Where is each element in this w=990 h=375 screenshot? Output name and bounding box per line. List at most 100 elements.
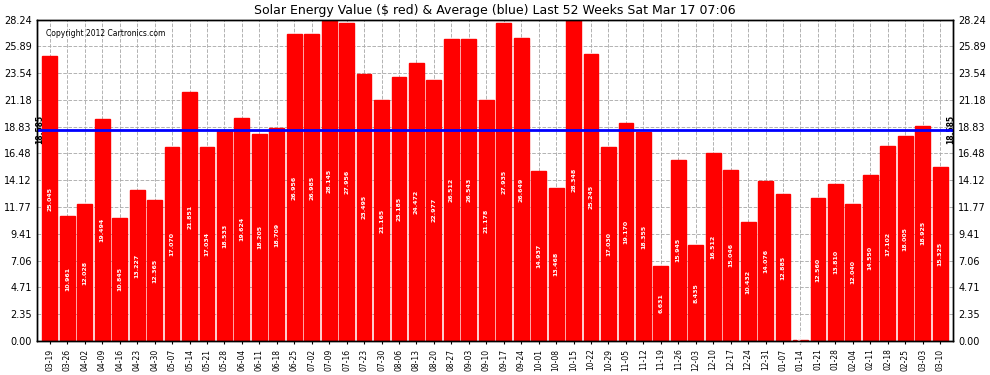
Text: 27.935: 27.935 [501,170,506,194]
Bar [269,128,284,341]
Bar [532,171,546,341]
Text: 0.102: 0.102 [798,330,803,350]
Bar [566,18,581,341]
Bar [775,194,790,341]
Text: 18.585: 18.585 [946,115,955,144]
Bar [706,153,721,341]
Bar [148,200,162,341]
Text: 19.494: 19.494 [100,218,105,242]
Text: 17.030: 17.030 [606,232,611,256]
Bar [43,56,57,341]
Text: 17.102: 17.102 [885,232,890,256]
Bar [741,222,755,341]
Bar [863,176,878,341]
Text: 18.585: 18.585 [35,115,44,144]
Text: 18.709: 18.709 [274,222,279,247]
Bar [514,38,529,341]
Bar [235,118,249,341]
Text: 6.631: 6.631 [658,293,663,313]
Text: 23.185: 23.185 [396,197,402,221]
Bar [461,39,476,341]
Text: 18.533: 18.533 [222,224,227,248]
Text: 19.170: 19.170 [624,220,629,244]
Text: 17.034: 17.034 [205,232,210,256]
Title: Solar Energy Value ($ red) & Average (blue) Last 52 Weeks Sat Mar 17 07:06: Solar Energy Value ($ red) & Average (bl… [254,4,736,17]
Text: 26.543: 26.543 [466,178,471,202]
Text: 25.045: 25.045 [48,186,52,211]
Text: 26.512: 26.512 [448,178,453,202]
Text: 28.348: 28.348 [571,168,576,192]
Bar [392,77,407,341]
Bar [758,181,773,341]
Text: 24.472: 24.472 [414,190,419,214]
Bar [130,190,145,341]
Text: 15.945: 15.945 [676,238,681,262]
Text: 13.227: 13.227 [135,254,140,278]
Bar [496,23,511,341]
Text: 18.005: 18.005 [903,226,908,251]
Text: 18.355: 18.355 [641,224,645,249]
Text: 12.028: 12.028 [82,261,87,285]
Text: 12.885: 12.885 [780,255,785,280]
Bar [898,136,913,341]
Text: 22.977: 22.977 [432,198,437,222]
Bar [619,123,634,341]
Bar [916,126,930,341]
Bar [671,160,686,341]
Text: 10.845: 10.845 [117,267,122,291]
Text: 13.468: 13.468 [553,252,558,276]
Bar [304,34,319,341]
Text: 18.925: 18.925 [920,221,926,245]
Text: 19.624: 19.624 [240,217,245,242]
Bar [77,204,92,341]
Text: 8.435: 8.435 [693,283,698,303]
Text: 13.810: 13.810 [833,251,838,274]
Bar [200,147,215,341]
Bar [811,198,826,341]
Text: 17.070: 17.070 [169,232,174,256]
Bar [217,130,232,341]
Bar [828,184,842,341]
Bar [164,147,179,341]
Bar [112,217,127,341]
Bar [340,23,354,341]
Text: 12.365: 12.365 [152,258,157,283]
Text: 26.956: 26.956 [292,176,297,200]
Bar [583,54,598,341]
Bar [60,216,74,341]
Text: 12.560: 12.560 [816,258,821,282]
Text: 10.432: 10.432 [745,270,750,294]
Text: 28.145: 28.145 [327,169,332,193]
Text: 16.512: 16.512 [711,235,716,259]
Bar [356,74,371,341]
Text: 21.165: 21.165 [379,209,384,233]
Text: 25.245: 25.245 [588,185,594,210]
Text: 15.325: 15.325 [938,242,942,266]
Text: 23.495: 23.495 [361,195,366,219]
Text: 26.649: 26.649 [519,177,524,201]
Bar [182,92,197,341]
Bar [688,245,703,341]
Text: 15.046: 15.046 [729,243,734,267]
Text: 21.178: 21.178 [484,209,489,232]
Text: 14.076: 14.076 [763,249,768,273]
Bar [880,146,895,341]
Bar [322,21,337,341]
Bar [95,119,110,341]
Bar [251,134,266,341]
Bar [793,340,808,341]
Bar [548,188,563,341]
Text: 14.937: 14.937 [537,244,542,268]
Bar [933,166,947,341]
Text: 18.205: 18.205 [256,225,261,249]
Text: 26.985: 26.985 [309,176,314,200]
Bar [601,147,616,341]
Bar [724,170,739,341]
Text: 21.851: 21.851 [187,204,192,229]
Bar [479,100,494,341]
Bar [374,100,389,341]
Text: Copyright 2012 Cartronics.com: Copyright 2012 Cartronics.com [46,29,165,38]
Bar [427,80,442,341]
Bar [845,204,860,341]
Bar [444,39,458,341]
